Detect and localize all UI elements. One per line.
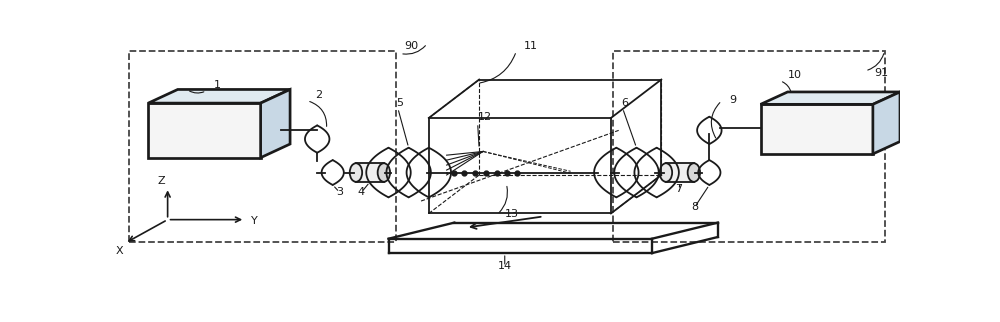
Text: 5: 5 [396,98,403,108]
Polygon shape [148,90,290,103]
Text: Z: Z [158,176,165,186]
Text: 7: 7 [675,185,682,194]
Polygon shape [761,92,900,104]
Polygon shape [261,90,290,158]
Text: 6: 6 [621,98,628,108]
Text: 9: 9 [730,95,737,105]
Bar [613,51,885,242]
Text: 11: 11 [524,41,538,51]
Ellipse shape [350,163,362,182]
Text: X: X [116,246,123,256]
Polygon shape [148,103,261,158]
Polygon shape [873,92,900,154]
Bar [356,163,384,182]
Text: 3: 3 [336,187,343,197]
Text: 8: 8 [691,202,698,212]
Text: 90: 90 [404,41,418,51]
Text: 13: 13 [505,209,519,219]
Text: 2: 2 [315,90,322,100]
Text: 4: 4 [358,187,365,197]
Text: 12: 12 [478,112,492,122]
Ellipse shape [660,163,672,182]
Text: 10: 10 [788,70,802,80]
Bar [666,163,694,182]
Text: 14: 14 [498,261,512,271]
Text: Y: Y [251,216,258,226]
Polygon shape [761,104,873,154]
Text: 1: 1 [214,80,221,90]
Ellipse shape [688,163,700,182]
Bar [129,51,396,242]
Text: 91: 91 [874,68,888,78]
Ellipse shape [378,163,390,182]
